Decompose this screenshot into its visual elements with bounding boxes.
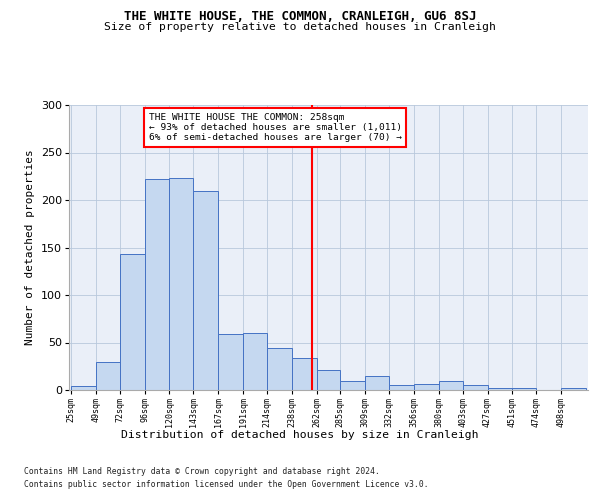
Text: Distribution of detached houses by size in Cranleigh: Distribution of detached houses by size …: [121, 430, 479, 440]
Bar: [120, 254, 145, 390]
Text: THE WHITE HOUSE THE COMMON: 258sqm
← 93% of detached houses are smaller (1,011)
: THE WHITE HOUSE THE COMMON: 258sqm ← 93%…: [149, 112, 402, 142]
Bar: [389, 385, 414, 390]
Bar: [243, 333, 267, 390]
Bar: [193, 190, 218, 390]
Y-axis label: Number of detached properties: Number of detached properties: [25, 150, 35, 346]
Bar: [292, 358, 317, 390]
Bar: [340, 380, 365, 390]
Bar: [365, 376, 389, 390]
Bar: [439, 382, 463, 390]
Bar: [218, 334, 243, 390]
Bar: [145, 179, 169, 390]
Bar: [267, 348, 292, 390]
Bar: [414, 384, 439, 390]
Text: Size of property relative to detached houses in Cranleigh: Size of property relative to detached ho…: [104, 22, 496, 32]
Text: Contains public sector information licensed under the Open Government Licence v3: Contains public sector information licen…: [24, 480, 428, 489]
Bar: [488, 388, 512, 390]
Bar: [317, 370, 340, 390]
Text: Contains HM Land Registry data © Crown copyright and database right 2024.: Contains HM Land Registry data © Crown c…: [24, 467, 380, 476]
Bar: [512, 388, 536, 390]
Bar: [561, 388, 586, 390]
Text: THE WHITE HOUSE, THE COMMON, CRANLEIGH, GU6 8SJ: THE WHITE HOUSE, THE COMMON, CRANLEIGH, …: [124, 10, 476, 23]
Bar: [169, 178, 193, 390]
Bar: [96, 362, 120, 390]
Bar: [463, 385, 488, 390]
Bar: [71, 386, 96, 390]
